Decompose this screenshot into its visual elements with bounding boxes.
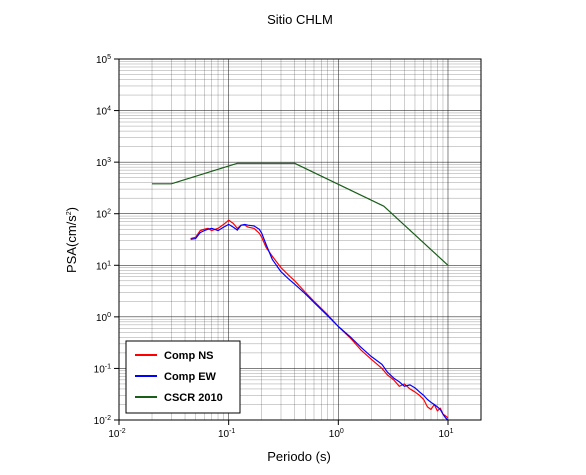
series-line-comp-ew [190,223,449,421]
y-tick-label: 105 [96,54,111,66]
y-tick-label: 104 [96,106,111,118]
x-tick-label: 100 [329,428,344,440]
x-axis-label: Periodo (s) [267,449,331,464]
chart-title: Sitio CHLM [267,12,333,27]
y-tick-label: 10-1 [94,363,111,375]
y-axis-label: PSA(cm/s2) [64,207,79,273]
y-tick-label: 10-2 [94,415,111,427]
legend-label: Comp EW [164,371,217,383]
x-tick-label: 101 [438,428,453,440]
y-tick-label: 101 [96,260,111,272]
axis-ticks: 10-2 10-1 100 101 10-2 10-1 100 101 102 103 104 105 [94,54,454,440]
grid [118,58,482,421]
y-tick-label: 103 [96,157,111,169]
plot-frame [118,58,482,421]
y-axis-label-exp: 2 [66,211,73,215]
y-tick-label: 102 [96,209,111,221]
legend: Comp NS Comp EW CSCR 2010 [125,340,241,414]
x-tick-label: 10-1 [218,428,235,440]
legend-label: Comp NS [164,350,214,362]
series-line-comp-ns [190,219,449,419]
legend-label: CSCR 2010 [164,392,223,404]
y-tick-label: 100 [96,312,111,324]
y-axis-label-base: PSA(cm/s [64,215,79,273]
series-line-cscr-2010 [152,162,449,266]
x-tick-label: 10-2 [108,428,125,440]
plot-area [152,162,449,421]
y-axis-label-close: ) [64,207,79,211]
